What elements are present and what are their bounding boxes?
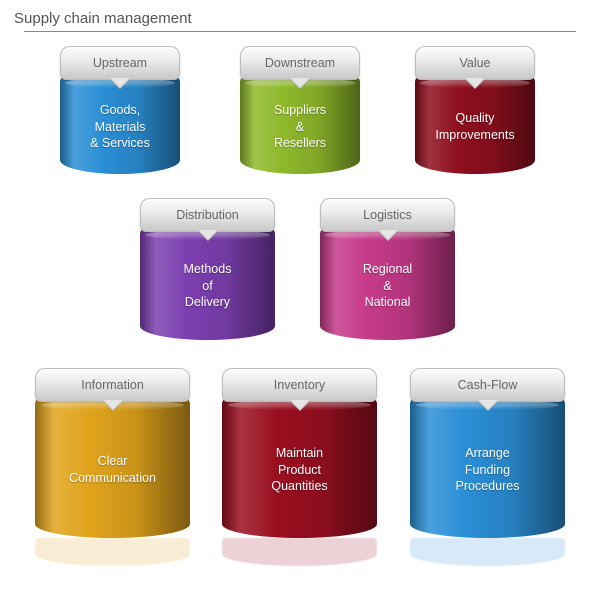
pillar-information-body: Clear Communication	[35, 398, 190, 538]
pillar-downstream-cap: Downstream	[240, 46, 360, 80]
pillar-inventory-body: Maintain Product Quantities	[222, 398, 377, 538]
pillar-information-cap: Information	[35, 368, 190, 402]
pillar-distribution-body: Methods of Delivery	[140, 228, 275, 340]
pillar-downstream-body: Suppliers & Resellers	[240, 76, 360, 174]
diagram-stage: Upstream Goods, Materials & Services Downs…	[0, 38, 600, 578]
pillar-upstream-body: Goods, Materials & Services	[60, 76, 180, 174]
pillar-information-cap-label: Information	[81, 378, 144, 392]
pillar-logistics-cap-label: Logistics	[363, 208, 412, 222]
pillar-cashflow-reflection	[410, 538, 565, 566]
pillar-distribution-body-text: Methods of Delivery	[184, 261, 232, 312]
pillar-inventory-body-text: Maintain Product Quantities	[271, 445, 327, 496]
pillar-upstream-cap-label: Upstream	[93, 56, 147, 70]
pillar-logistics-body: Regional & National	[320, 228, 455, 340]
pillar-inventory-cap: Inventory	[222, 368, 377, 402]
pillar-value-cap-label: Value	[459, 56, 490, 70]
title-rule	[24, 31, 576, 32]
pillar-cashflow-body: Arrange Funding Procedures	[410, 398, 565, 538]
title-bar: Supply chain management	[0, 0, 600, 38]
pillar-upstream-body-text: Goods, Materials & Services	[90, 102, 150, 153]
pillar-cashflow-body-text: Arrange Funding Procedures	[456, 445, 520, 496]
pillar-upstream: Upstream Goods, Materials & Services	[60, 46, 180, 174]
pillar-logistics: Logistics Regional & National	[320, 198, 455, 340]
pillar-inventory: Inventory Maintain Product Quantities	[222, 368, 377, 538]
pillar-cashflow: Cash-Flow Arrange Funding Procedures	[410, 368, 565, 538]
pillar-value-body-text: Quality Improvements	[435, 110, 514, 144]
pillar-information-reflection	[35, 538, 190, 566]
pillar-value-cap: Value	[415, 46, 535, 80]
pillar-downstream-cap-label: Downstream	[265, 56, 335, 70]
pillar-inventory-reflection	[222, 538, 377, 566]
pillar-logistics-cap: Logistics	[320, 198, 455, 232]
infographic-canvas: Supply chain management Upstream Goods, M…	[0, 0, 600, 600]
pillar-upstream-cap: Upstream	[60, 46, 180, 80]
pillar-value-body: Quality Improvements	[415, 76, 535, 174]
pillar-value: Value Quality Improvements	[415, 46, 535, 174]
pillar-distribution-cap: Distribution	[140, 198, 275, 232]
page-title: Supply chain management	[14, 10, 586, 27]
pillar-downstream-body-text: Suppliers & Resellers	[274, 102, 326, 153]
pillar-logistics-body-text: Regional & National	[363, 261, 412, 312]
pillar-information-body-text: Clear Communication	[69, 453, 156, 487]
pillar-cashflow-cap-label: Cash-Flow	[458, 378, 518, 392]
pillar-cashflow-cap: Cash-Flow	[410, 368, 565, 402]
pillar-inventory-cap-label: Inventory	[274, 378, 325, 392]
pillar-information: Information Clear Communication	[35, 368, 190, 538]
pillar-distribution-cap-label: Distribution	[176, 208, 239, 222]
pillar-distribution: Distribution Methods of Delivery	[140, 198, 275, 340]
pillar-downstream: Downstream Suppliers & Resellers	[240, 46, 360, 174]
